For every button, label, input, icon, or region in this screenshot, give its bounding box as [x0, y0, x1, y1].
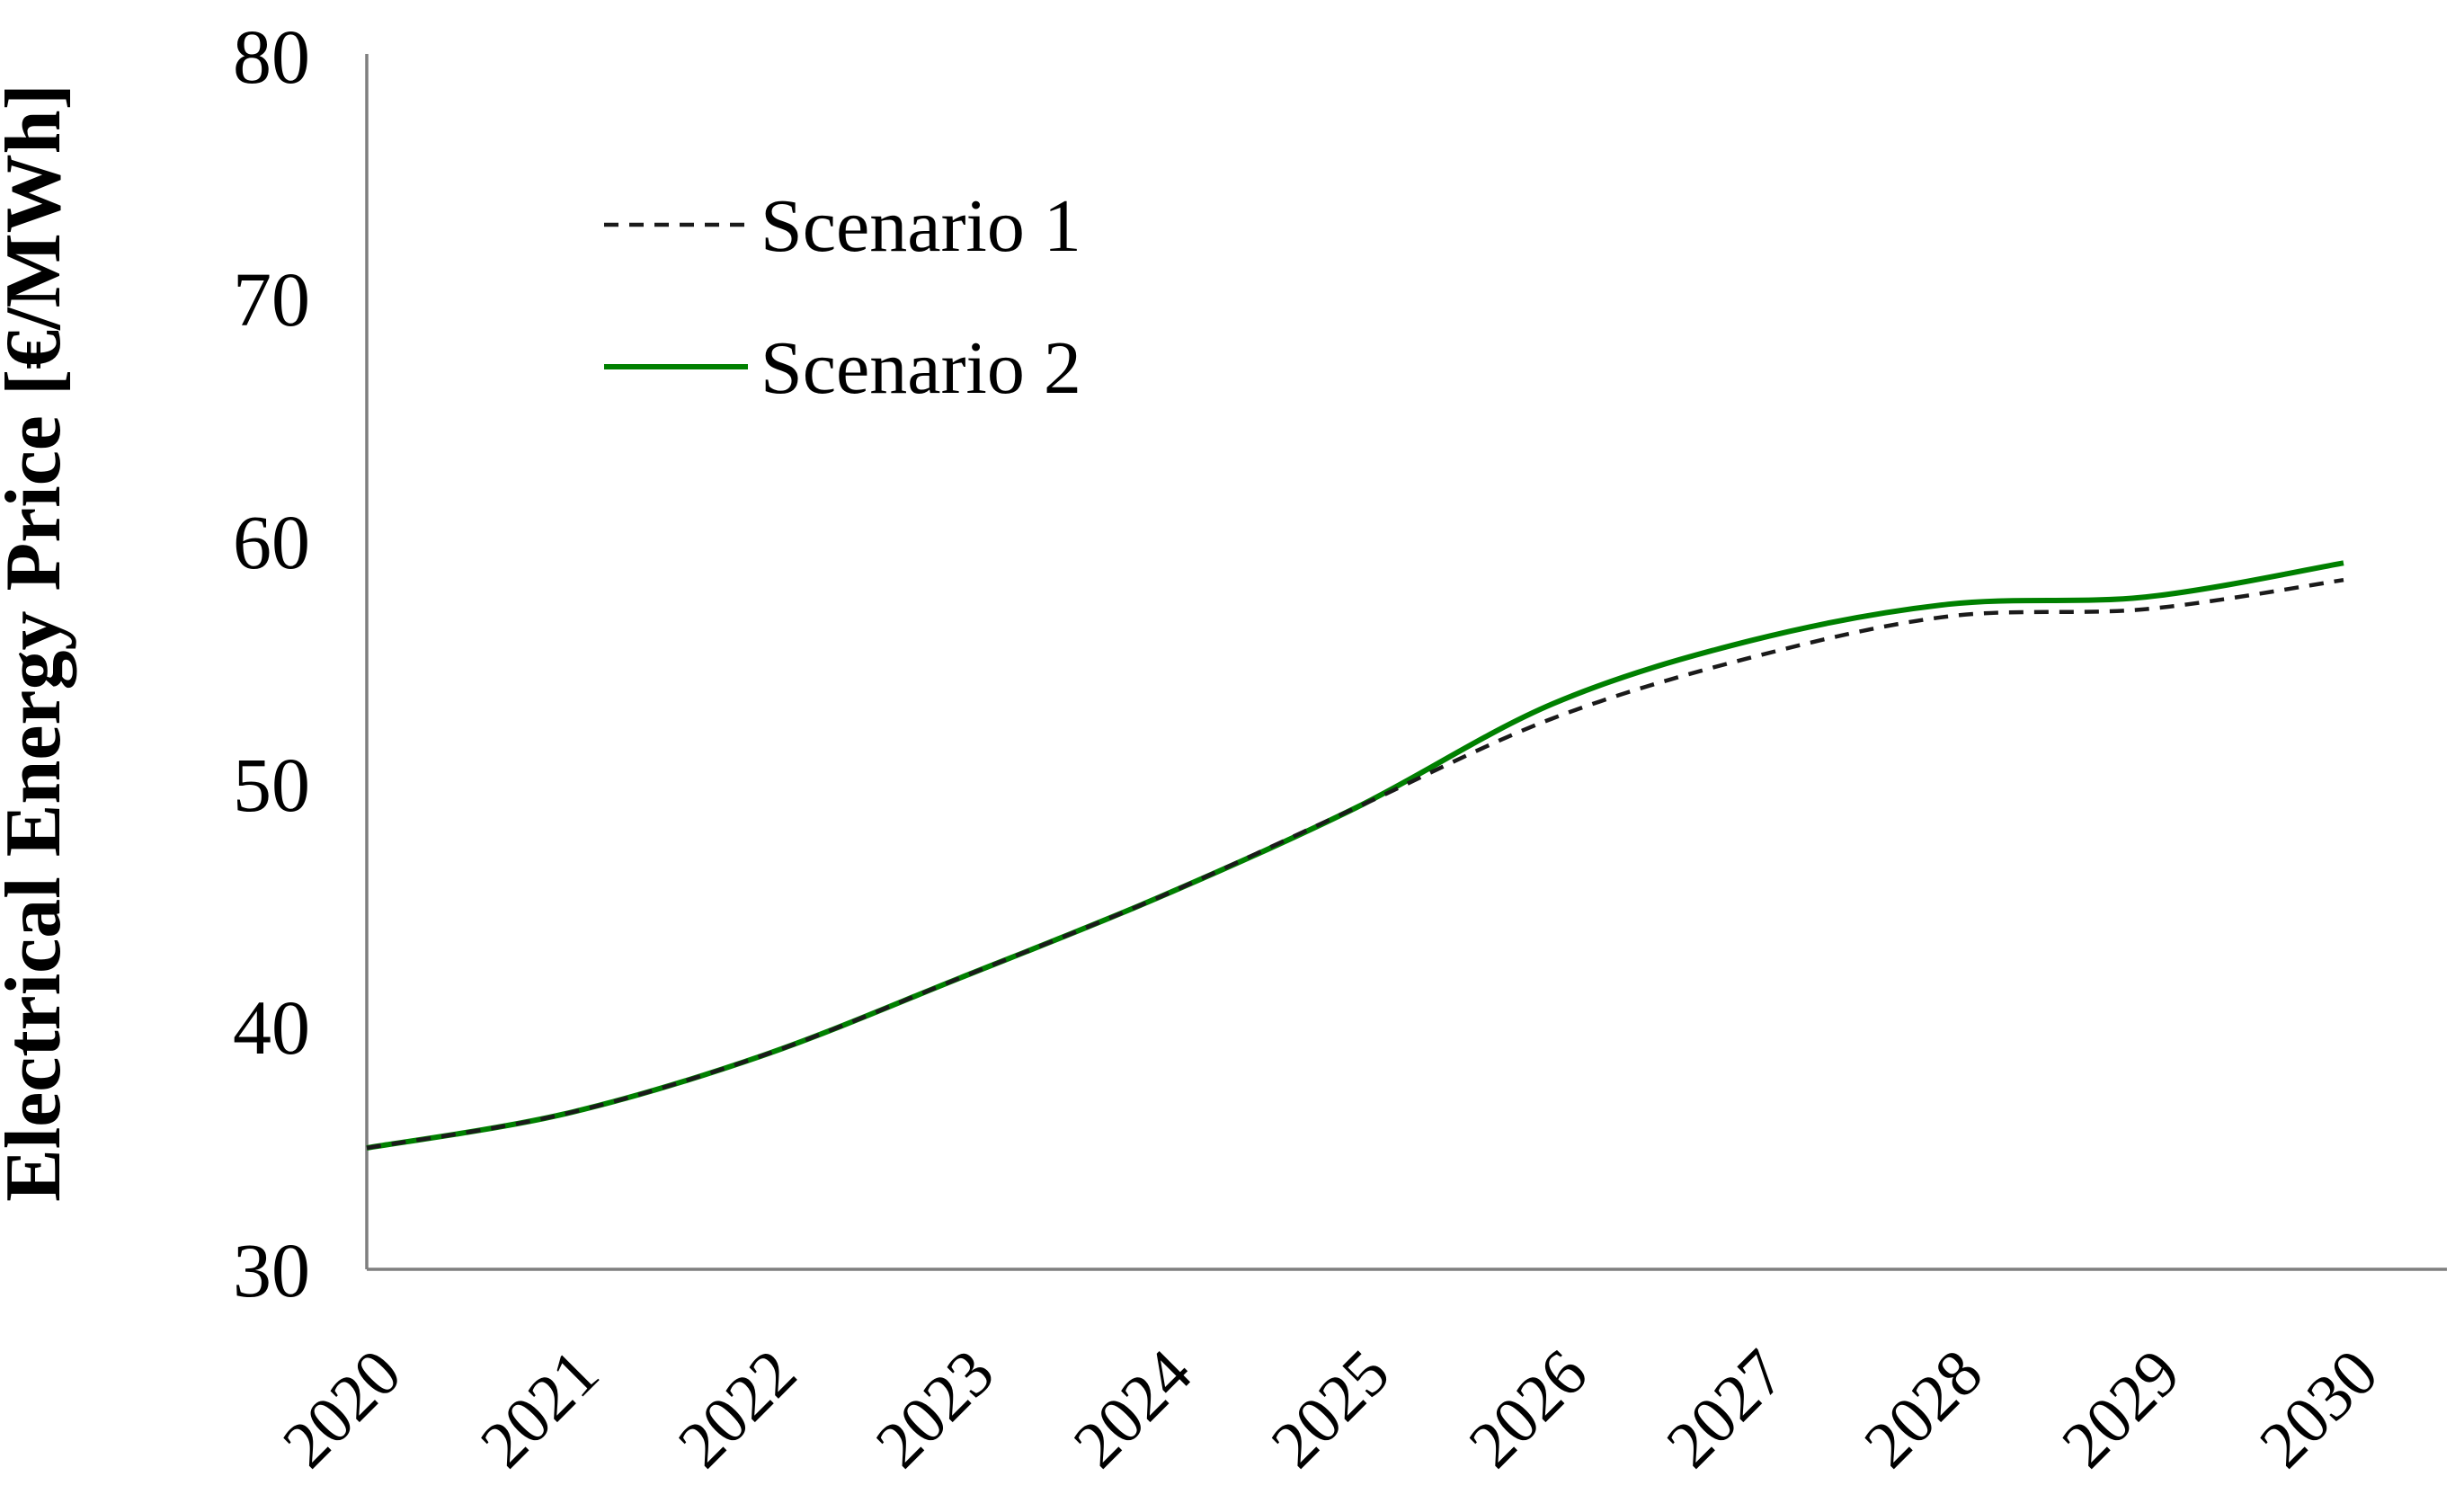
x-tick-label: 2029 — [2048, 1336, 2194, 1482]
y-tick-label: 80 — [233, 13, 310, 100]
y-tick-label: 40 — [233, 984, 310, 1071]
legend-label-scenario-2: Scenario 2 — [761, 326, 1081, 410]
legend-label-scenario-1: Scenario 1 — [761, 184, 1081, 268]
y-tick-label: 60 — [233, 499, 310, 585]
y-tick-label: 30 — [233, 1227, 310, 1313]
y-tick-label: 50 — [233, 742, 310, 828]
x-tick-label: 2027 — [1653, 1336, 1800, 1482]
series-lines — [366, 560, 2344, 1151]
x-tick-label: 2023 — [862, 1336, 1009, 1482]
y-tick-label: 70 — [233, 256, 310, 342]
x-tick-label: 2021 — [467, 1336, 613, 1482]
x-tick-label: 2028 — [1851, 1336, 1997, 1482]
legend-item-scenario-2: Scenario 2 — [604, 326, 1081, 410]
x-tick-label: 2024 — [1060, 1336, 1206, 1482]
legend-item-scenario-1: Scenario 1 — [604, 184, 1081, 268]
x-tick-label: 2022 — [664, 1336, 811, 1482]
x-tick-label: 2020 — [269, 1336, 415, 1482]
x-tick-label: 2030 — [2246, 1336, 2392, 1482]
axes — [365, 54, 2447, 1271]
legend: Scenario 1 Scenario 2 — [604, 184, 1081, 410]
x-tick-label: 2026 — [1455, 1336, 1602, 1482]
x-tick-labels: 2020 2021 2022 2023 2024 2025 2026 2027 2028 2029… — [269, 1336, 2392, 1482]
series-line-scenario-1 — [366, 577, 2344, 1151]
x-tick-label: 2025 — [1258, 1336, 1404, 1482]
y-tick-labels: 80 70 60 50 40 30 — [233, 13, 310, 1313]
y-axis-title: Electrical Energy Price [€/MWh] — [0, 84, 77, 1202]
series-line-scenario-2 — [366, 560, 2344, 1151]
